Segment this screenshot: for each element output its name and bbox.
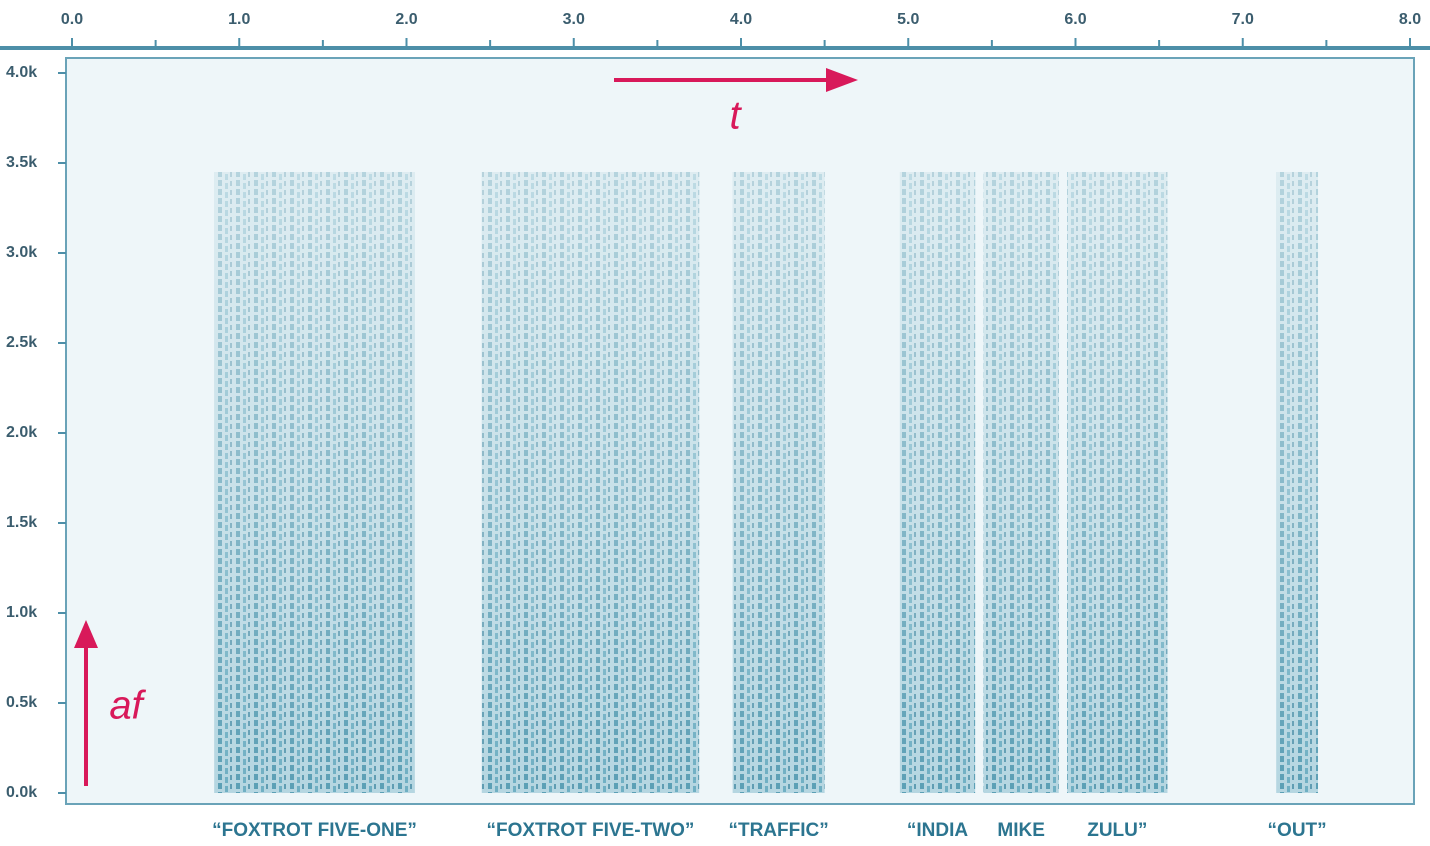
segment-label: ZULU” (1087, 820, 1147, 841)
segment-fade (1067, 172, 1167, 793)
speech-segment (1276, 172, 1318, 793)
speech-segment (900, 172, 975, 793)
segment-label: “TRAFFIC” (728, 820, 828, 841)
segment-fade (984, 172, 1059, 793)
segment-fade (214, 172, 415, 793)
y-tick-label: 4.0k (6, 64, 37, 81)
x-tick-label: 8.0 (1399, 11, 1421, 28)
speech-segment (984, 172, 1059, 793)
segment-label: “FOXTROT FIVE-TWO” (487, 820, 695, 841)
y-tick-label: 2.0k (6, 424, 37, 441)
segment-fade (1276, 172, 1318, 793)
y-tick-label: 0.0k (6, 784, 37, 801)
segment-fade (733, 172, 825, 793)
y-tick-label: 1.0k (6, 604, 37, 621)
speech-segment (482, 172, 699, 793)
x-tick-label: 4.0 (730, 11, 752, 28)
segment-fade (900, 172, 975, 793)
frequency-label: af (109, 684, 146, 728)
x-tick-label: 6.0 (1064, 11, 1086, 28)
speech-segment (733, 172, 825, 793)
x-tick-label: 3.0 (563, 11, 585, 28)
x-tick-label: 0.0 (61, 11, 83, 28)
y-tick-label: 1.5k (6, 514, 37, 531)
speech-segment (214, 172, 415, 793)
segment-fade (482, 172, 699, 793)
segment-label: “FOXTROT FIVE-ONE” (212, 820, 417, 841)
chart: t af 0.0 1.0 2.0 3.0 4.0 5.0 6.0 7.0 8.0 0.0k 0.5k… (0, 0, 1430, 846)
top-axis-line (0, 46, 1430, 50)
segment-label: “OUT” (1268, 820, 1327, 841)
speech-segment (1067, 172, 1167, 793)
segment-label: MIKE (997, 820, 1045, 841)
y-tick-label: 2.5k (6, 334, 37, 351)
time-label: t (729, 94, 742, 138)
x-tick-label: 5.0 (897, 11, 919, 28)
x-tick-label: 2.0 (395, 11, 417, 28)
segment-label: “INDIA (907, 820, 969, 841)
y-tick-label: 3.5k (6, 154, 37, 171)
y-tick-label: 0.5k (6, 694, 37, 711)
x-tick-label: 7.0 (1232, 11, 1254, 28)
y-tick-label: 3.0k (6, 244, 37, 261)
x-tick-label: 1.0 (228, 11, 250, 28)
